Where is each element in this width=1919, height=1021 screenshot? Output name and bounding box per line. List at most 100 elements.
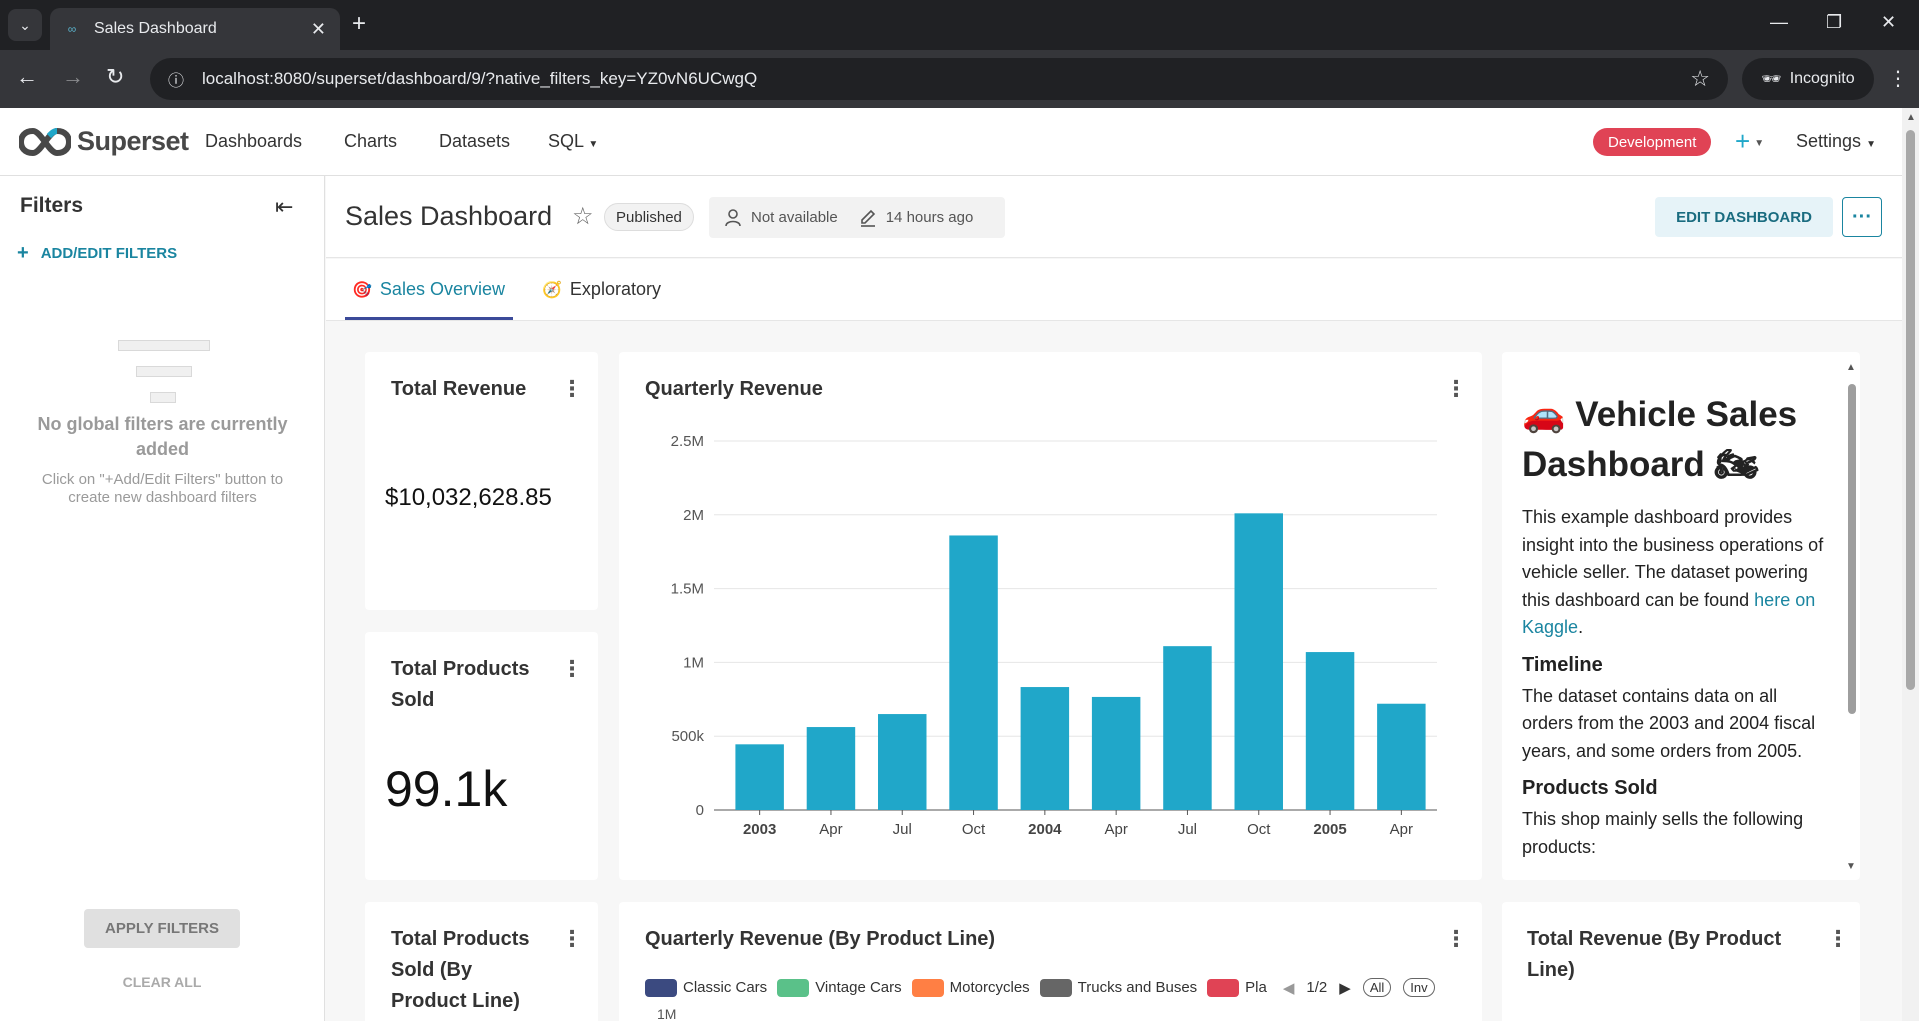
superset-logo[interactable]: Superset (19, 126, 189, 157)
scroll-up-icon[interactable]: ▲ (1906, 112, 1916, 123)
incognito-label: Incognito (1789, 70, 1855, 87)
clear-all-button[interactable]: CLEAR ALL (122, 974, 202, 990)
published-badge[interactable]: Published (604, 203, 694, 231)
url-text[interactable]: localhost:8080/superset/dashboard/9/?nat… (202, 69, 758, 88)
y-tick-label: 1.5M (671, 581, 704, 598)
bar-chart: 0 500k 1M 1.5M 2M 2.5M 2003 Apr Jul Oct 2004 Apr Jul… (671, 433, 1437, 838)
legend-item[interactable]: Classic Cars (645, 978, 767, 997)
legend-item[interactable]: Trucks and Buses (1039, 978, 1198, 997)
legend-next-icon[interactable]: ▶ (1339, 979, 1351, 997)
collapse-sidebar-icon[interactable]: ⇤ (275, 194, 294, 219)
legend-label: Trucks and Buses (1077, 979, 1198, 996)
markdown-scrollbar[interactable]: ▲ ▼ (1846, 362, 1858, 872)
add-edit-filters-button[interactable]: + ADD/EDIT FILTERS (17, 242, 177, 265)
menu-datasets[interactable]: Datasets (439, 131, 511, 151)
legend-prev-icon[interactable]: ◀ (1282, 979, 1295, 997)
edit-dashboard-button[interactable]: EDIT DASHBOARD (1655, 197, 1833, 237)
back-icon[interactable]: ← (16, 64, 38, 89)
browser-toolbar: ← → ↻ ⓘ localhost:8080/superset/dashboar… (0, 50, 1919, 108)
tab-sales-overview[interactable]: 🎯 Sales Overview (352, 279, 505, 300)
more-options-icon[interactable]: ··· (1842, 197, 1882, 237)
y-tick-label: 1M (657, 1006, 677, 1021)
restore-icon[interactable]: ❐ (1826, 12, 1843, 32)
add-filters-label: ADD/EDIT FILTERS (40, 245, 178, 262)
app-header: Superset Dashboards Charts Datasets SQL … (0, 108, 1902, 176)
legend-swatch (645, 978, 677, 997)
reload-icon[interactable]: ↻ (106, 64, 125, 89)
x-tick-label: Oct (1247, 821, 1271, 838)
x-tick-label: Apr (1104, 821, 1127, 838)
empty-state-description: Click on "+Add/Edit Filters" button to c… (41, 471, 284, 506)
legend-invert-button[interactable]: Inv (1403, 978, 1435, 997)
menu-dashboards[interactable]: Dashboards (205, 131, 303, 151)
x-tick-label: Jul (893, 821, 912, 838)
x-tick-label: Jul (1178, 821, 1197, 838)
legend-item[interactable]: Motorcycles (911, 978, 1030, 997)
scroll-up-icon[interactable]: ▲ (1846, 362, 1856, 373)
x-tick-label: Oct (962, 821, 986, 838)
address-bar[interactable]: ⓘ localhost:8080/superset/dashboard/9/?n… (150, 58, 1728, 100)
kaggle-link[interactable]: here on Kaggle (1522, 589, 1816, 638)
page-scrollbar[interactable]: ▲ (1902, 108, 1919, 1021)
card-menu-icon[interactable]: ⋮ (561, 656, 583, 681)
card-menu-icon[interactable]: ⋮ (561, 376, 583, 401)
quarterly-by-line-card: Quarterly Revenue (By Product Line) ⋮ Cl… (619, 902, 1482, 1021)
site-info-icon[interactable]: ⓘ (168, 73, 185, 90)
tab-exploratory[interactable]: 🧭 Exploratory (542, 279, 661, 300)
card-title: Total Products Sold (391, 658, 530, 711)
card-menu-icon[interactable]: ⋮ (1445, 926, 1467, 951)
legend-swatch (777, 978, 810, 997)
total-products-card: Total Products Sold ⋮ 99.1k (365, 632, 598, 880)
browser-menu-icon[interactable]: ⋮ (1888, 68, 1908, 90)
scrollbar-thumb[interactable] (1848, 384, 1856, 714)
legend-all-button[interactable]: All (1362, 978, 1392, 997)
forward-icon[interactable]: → (62, 64, 84, 89)
scroll-down-icon[interactable]: ▼ (1846, 861, 1856, 872)
favorite-star-icon[interactable]: ☆ (572, 203, 594, 230)
compass-icon: 🧭 (542, 281, 562, 299)
x-tick-label: 2005 (1313, 821, 1346, 838)
markdown-card: 🚗 Vehicle Sales Dashboard 🏍 This example… (1502, 352, 1860, 880)
apply-filters-button[interactable]: APPLY FILTERS (84, 909, 240, 948)
window-close-icon[interactable]: ✕ (1881, 12, 1897, 32)
legend-item[interactable]: Pla (1207, 978, 1267, 997)
bar (949, 535, 998, 810)
bookmark-star-icon[interactable]: ☆ (1690, 66, 1710, 91)
empty-state-title: No global filters are currently added (37, 414, 288, 459)
modified-text: 14 hours ago (885, 209, 974, 226)
new-tab-icon[interactable]: + (352, 10, 367, 37)
products-by-line-card: Total Products Sold (By Product Line) ⋮ (365, 902, 598, 1021)
bar (1234, 513, 1283, 810)
legend-swatch (1039, 978, 1072, 997)
y-tick-label: 500k (671, 728, 704, 745)
card-menu-icon[interactable]: ⋮ (561, 926, 583, 951)
settings-menu[interactable]: Settings ▼ (1796, 131, 1876, 152)
close-tab-icon[interactable]: ✕ (310, 18, 326, 39)
card-title: Total Products Sold (By Product Line) (391, 928, 530, 1012)
legend-item[interactable]: Vintage Cars (777, 978, 902, 997)
minimize-icon[interactable]: — (1770, 12, 1788, 32)
bar (1305, 652, 1355, 810)
dashboard-tabs: 🎯 Sales Overview 🧭 Exploratory (326, 259, 1902, 321)
legend-label: Vintage Cars (815, 979, 902, 996)
tab-search-chevron-icon[interactable]: ⌄ (8, 9, 42, 41)
dashboard-title[interactable]: Sales Dashboard (345, 201, 553, 231)
revenue-by-line-card: Total Revenue (By Product Line) ⋮ (1502, 902, 1860, 1021)
legend-pager: ◀ 1/2 ▶ All Inv (1283, 978, 1435, 997)
superset-favicon-icon: ∞ (67, 22, 77, 36)
page-scrollbar-thumb[interactable] (1906, 130, 1915, 690)
card-menu-icon[interactable]: ⋮ (1827, 926, 1849, 951)
incognito-indicator[interactable]: 🕶 Incognito (1742, 58, 1874, 100)
legend-swatch (911, 978, 944, 997)
caret-down-icon: ▼ (588, 139, 599, 150)
menu-charts[interactable]: Charts (344, 131, 398, 151)
menu-sql[interactable]: SQL ▼ (548, 131, 598, 152)
intro-end: . (1578, 617, 1584, 637)
card-menu-icon[interactable]: ⋮ (1445, 376, 1467, 401)
menu-sql-label: SQL (548, 131, 584, 151)
browser-tab[interactable]: ∞ Sales Dashboard ✕ (50, 8, 340, 50)
timeline-text: The dataset contains data on all orders … (1522, 685, 1816, 761)
tab-exploratory-label: Exploratory (569, 279, 661, 299)
bar (735, 744, 784, 810)
new-item-plus-icon[interactable]: + ▼ (1735, 126, 1765, 156)
